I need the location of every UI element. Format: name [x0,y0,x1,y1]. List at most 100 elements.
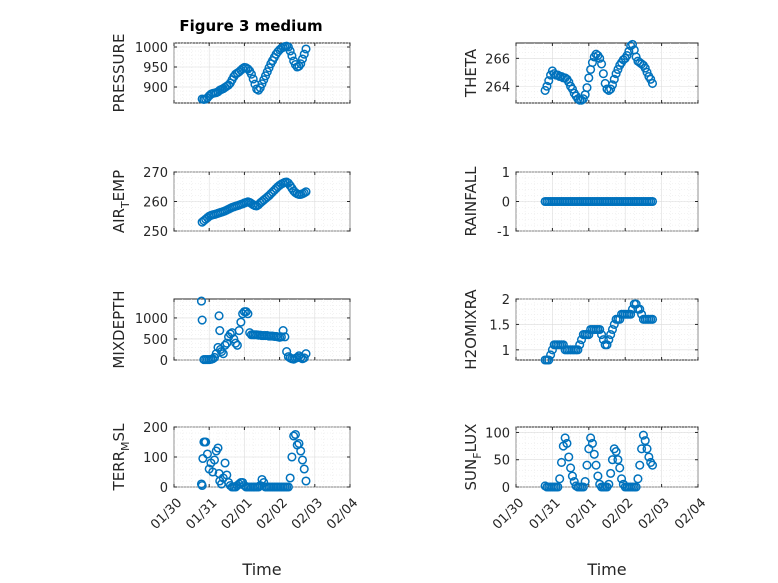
data-point [575,340,585,350]
x-tick-label: 02/02 [599,496,636,533]
data-point [647,196,658,207]
y-tick-label: 260 [143,196,168,211]
data-point [201,437,211,447]
data-point [593,471,603,481]
y-tick-label: 0 [502,481,510,496]
data-point [566,463,576,473]
y-tick-label: 0 [160,354,168,369]
data-point [642,444,652,454]
data-point [556,457,567,468]
data-point [631,482,641,492]
data-point [553,482,563,492]
data-point [602,340,612,350]
data-point [196,296,207,306]
data-point [296,59,306,69]
y-tick-label: 270 [143,166,168,181]
data-point [611,446,621,457]
data-point [582,460,592,470]
data-point [647,78,658,89]
data-point [540,85,550,95]
data-point [220,340,230,350]
data-point [289,431,299,441]
data-point [587,57,597,68]
data-point [213,443,223,453]
data-point [640,436,650,446]
data-point [296,446,306,456]
data-point [626,309,636,319]
x-axis-label: Time [586,560,626,579]
data-point [578,94,588,104]
data-point [301,187,311,197]
data-point [611,69,621,79]
subplot-h2omixra: 1 1.5 2 H2OMIXRA [462,289,699,370]
x-tick-label: 02/04 [672,496,709,533]
data-point [241,307,251,317]
data-point [198,453,208,464]
x-tick-label: 02/02 [254,496,291,533]
data-point [299,49,309,59]
y-axis-label: THETA [462,48,480,98]
data-point [546,350,556,360]
data-point [624,46,634,56]
data-point [606,468,616,478]
y-tick-label: 100 [143,451,168,466]
data-point [301,349,311,359]
data-point [209,455,220,465]
y-tick-label: 1000 [135,312,168,327]
y-tick-label: 950 [143,61,168,76]
data-point [580,476,590,487]
y-tick-label: 250 [143,225,168,240]
data-point [287,51,297,61]
data-point [231,338,241,348]
data-point [584,73,594,83]
data-point [613,64,623,75]
data-point [647,314,658,324]
data-point [544,76,554,86]
data-point [607,324,618,335]
y-tick-label: -1 [497,225,510,240]
y-tick-label: 100 [485,426,510,441]
x-tick-label: 01/30 [490,496,527,533]
data-point [627,39,638,49]
data-point [234,326,244,336]
y-axis-label: SUNFLUX [462,424,484,491]
data-point [604,335,614,345]
x-tick-label: 02/03 [289,496,326,533]
figure-title: Figure 3 medium [179,17,322,35]
data-point [564,452,574,462]
data-point [637,444,647,454]
data-point [567,84,577,94]
subplot-theta: 264 266 THETA [462,39,699,105]
subplot-air_temp: 250 260 270 AIRTEMP [110,166,351,240]
data-point [297,54,308,64]
y-axis-label: RAINFALL [462,166,480,237]
data-point [294,61,304,71]
data-point [215,326,225,336]
data-point [640,63,650,73]
data-point [222,338,232,348]
data-point [290,429,300,440]
x-tick-label: 02/04 [324,496,361,533]
y-axis-label: MIXDEPTH [110,290,128,368]
data-point [567,471,577,481]
data-point [276,332,286,342]
data-point [287,452,297,462]
y-tick-label: 1 [502,166,510,181]
data-point [283,482,293,492]
subplot-mixdepth: 0 500 1000 MIXDEPTH [110,290,351,369]
data-point [617,474,627,484]
data-point [236,317,246,327]
data-point [544,355,554,365]
data-point [607,80,618,90]
data-point [218,349,228,359]
data-point [542,81,552,91]
data-point [607,455,618,465]
y-axis-label: PRESSURE [110,34,128,113]
y-tick-label: 200 [143,421,168,436]
subplot-rainfall: -1 0 1 RAINFALL [462,166,699,240]
data-point [646,74,656,84]
y-tick-label: 2 [502,293,510,308]
data-point [589,449,599,459]
y-tick-label: 500 [143,333,168,348]
